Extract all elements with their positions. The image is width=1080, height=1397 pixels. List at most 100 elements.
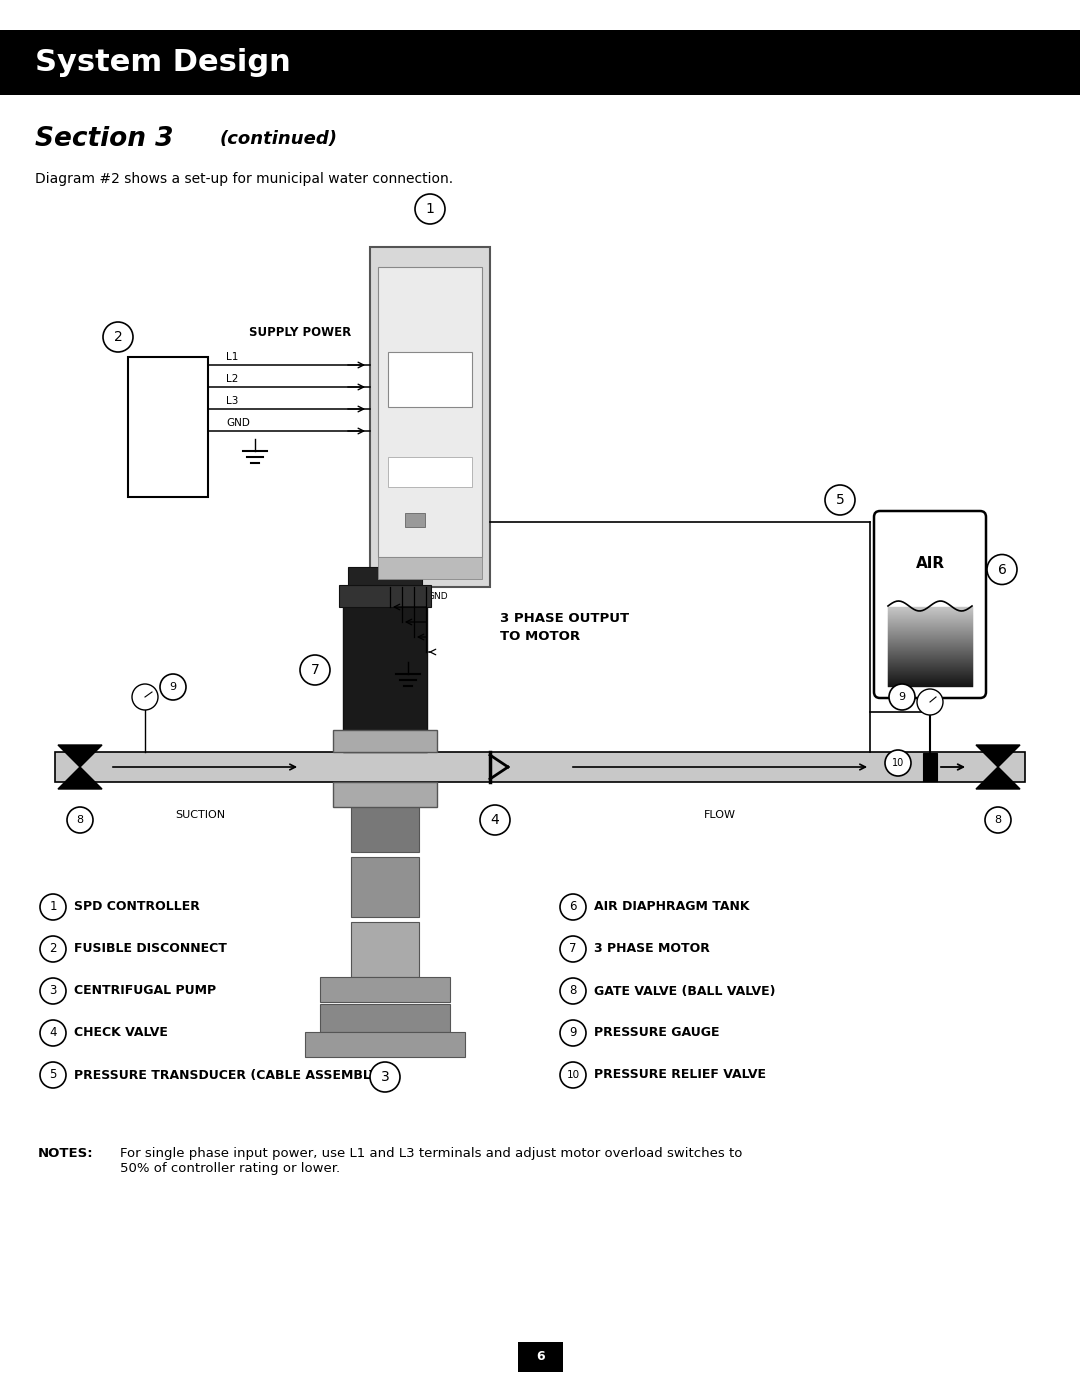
Bar: [378, 267, 482, 557]
Text: GND: GND: [427, 592, 447, 601]
Text: PRESSURE TRANSDUCER (CABLE ASSEMBLY): PRESSURE TRANSDUCER (CABLE ASSEMBLY): [75, 1069, 383, 1081]
Text: T3: T3: [415, 592, 427, 601]
Text: 8: 8: [569, 985, 577, 997]
Bar: [55, 752, 1025, 782]
Circle shape: [370, 1062, 400, 1092]
Text: 5: 5: [836, 493, 845, 507]
Bar: [351, 922, 419, 977]
Circle shape: [885, 750, 912, 775]
Text: 2: 2: [113, 330, 122, 344]
Bar: [320, 1004, 450, 1032]
Text: 8: 8: [77, 814, 83, 826]
Bar: [348, 567, 422, 585]
Circle shape: [561, 1062, 586, 1088]
Circle shape: [40, 978, 66, 1004]
Polygon shape: [976, 767, 1020, 789]
Bar: [0, 29, 1080, 95]
Text: 9: 9: [899, 692, 905, 703]
Text: T1: T1: [391, 592, 402, 601]
Bar: [305, 1032, 465, 1058]
Text: AIR DIAPHRAGM TANK: AIR DIAPHRAGM TANK: [594, 901, 750, 914]
Circle shape: [825, 485, 855, 515]
Text: PRESSURE RELIEF VALVE: PRESSURE RELIEF VALVE: [594, 1069, 766, 1081]
Circle shape: [67, 807, 93, 833]
Bar: [405, 513, 426, 527]
Text: T2: T2: [403, 592, 414, 601]
Text: 3 PHASE OUTPUT
TO MOTOR: 3 PHASE OUTPUT TO MOTOR: [500, 612, 630, 643]
Text: 9: 9: [170, 682, 176, 692]
Text: Section 3: Section 3: [35, 126, 174, 152]
Text: 6: 6: [569, 901, 577, 914]
Bar: [388, 457, 472, 488]
Bar: [343, 587, 427, 752]
Circle shape: [132, 685, 158, 710]
Circle shape: [300, 655, 330, 685]
Text: 1: 1: [426, 203, 434, 217]
Text: 7: 7: [569, 943, 577, 956]
Circle shape: [40, 1062, 66, 1088]
Text: 10: 10: [892, 759, 904, 768]
Text: FLOW: FLOW: [704, 810, 735, 820]
Bar: [351, 787, 419, 852]
Circle shape: [40, 1020, 66, 1046]
Text: For single phase input power, use L1 and L3 terminals and adjust motor overload : For single phase input power, use L1 and…: [120, 1147, 742, 1175]
Circle shape: [889, 685, 915, 710]
Text: 9: 9: [569, 1027, 577, 1039]
Bar: [378, 557, 482, 578]
Bar: [518, 1343, 563, 1372]
Text: L3: L3: [226, 395, 239, 407]
Text: Diagram #2 shows a set-up for municipal water connection.: Diagram #2 shows a set-up for municipal …: [35, 172, 454, 186]
Circle shape: [40, 936, 66, 963]
Text: L2: L2: [226, 374, 239, 384]
Circle shape: [160, 673, 186, 700]
Circle shape: [480, 805, 510, 835]
Text: 5: 5: [50, 1069, 56, 1081]
Circle shape: [561, 978, 586, 1004]
Text: 4: 4: [50, 1027, 57, 1039]
Text: NOTES:: NOTES:: [38, 1147, 94, 1160]
Text: 3 PHASE MOTOR: 3 PHASE MOTOR: [594, 943, 710, 956]
Text: 7: 7: [311, 664, 320, 678]
Polygon shape: [58, 745, 102, 767]
Text: GATE VALVE (BALL VALVE): GATE VALVE (BALL VALVE): [594, 985, 775, 997]
Text: 8: 8: [995, 814, 1001, 826]
Bar: [333, 731, 437, 752]
Text: 6: 6: [536, 1351, 544, 1363]
Text: System Design: System Design: [35, 47, 291, 77]
Text: 4: 4: [490, 813, 499, 827]
Bar: [388, 352, 472, 407]
Circle shape: [917, 689, 943, 715]
Circle shape: [985, 807, 1011, 833]
Circle shape: [415, 194, 445, 224]
Circle shape: [40, 894, 66, 921]
Bar: [351, 856, 419, 916]
Circle shape: [561, 1020, 586, 1046]
Text: SUCTION: SUCTION: [175, 810, 225, 820]
Polygon shape: [58, 767, 102, 789]
Text: AIR: AIR: [916, 556, 945, 571]
FancyBboxPatch shape: [874, 511, 986, 698]
Text: FUSIBLE DISCONNECT: FUSIBLE DISCONNECT: [75, 943, 227, 956]
Circle shape: [987, 555, 1017, 584]
Bar: [370, 247, 490, 587]
Circle shape: [103, 321, 133, 352]
Text: 3: 3: [380, 1070, 390, 1084]
Bar: [333, 782, 437, 807]
Circle shape: [561, 936, 586, 963]
Text: CHECK VALVE: CHECK VALVE: [75, 1027, 167, 1039]
Text: 3: 3: [50, 985, 56, 997]
Text: 10: 10: [566, 1070, 580, 1080]
Bar: [320, 977, 450, 1002]
Bar: [923, 753, 937, 781]
Circle shape: [561, 894, 586, 921]
Bar: [339, 585, 431, 608]
Text: (continued): (continued): [220, 130, 338, 148]
Polygon shape: [976, 745, 1020, 767]
Text: CENTRIFUGAL PUMP: CENTRIFUGAL PUMP: [75, 985, 216, 997]
Text: 1: 1: [50, 901, 57, 914]
Text: 6: 6: [998, 563, 1007, 577]
Text: 2: 2: [50, 943, 57, 956]
Text: PRESSURE GAUGE: PRESSURE GAUGE: [594, 1027, 719, 1039]
Text: L1: L1: [226, 352, 239, 362]
Text: SPD CONTROLLER: SPD CONTROLLER: [75, 901, 200, 914]
